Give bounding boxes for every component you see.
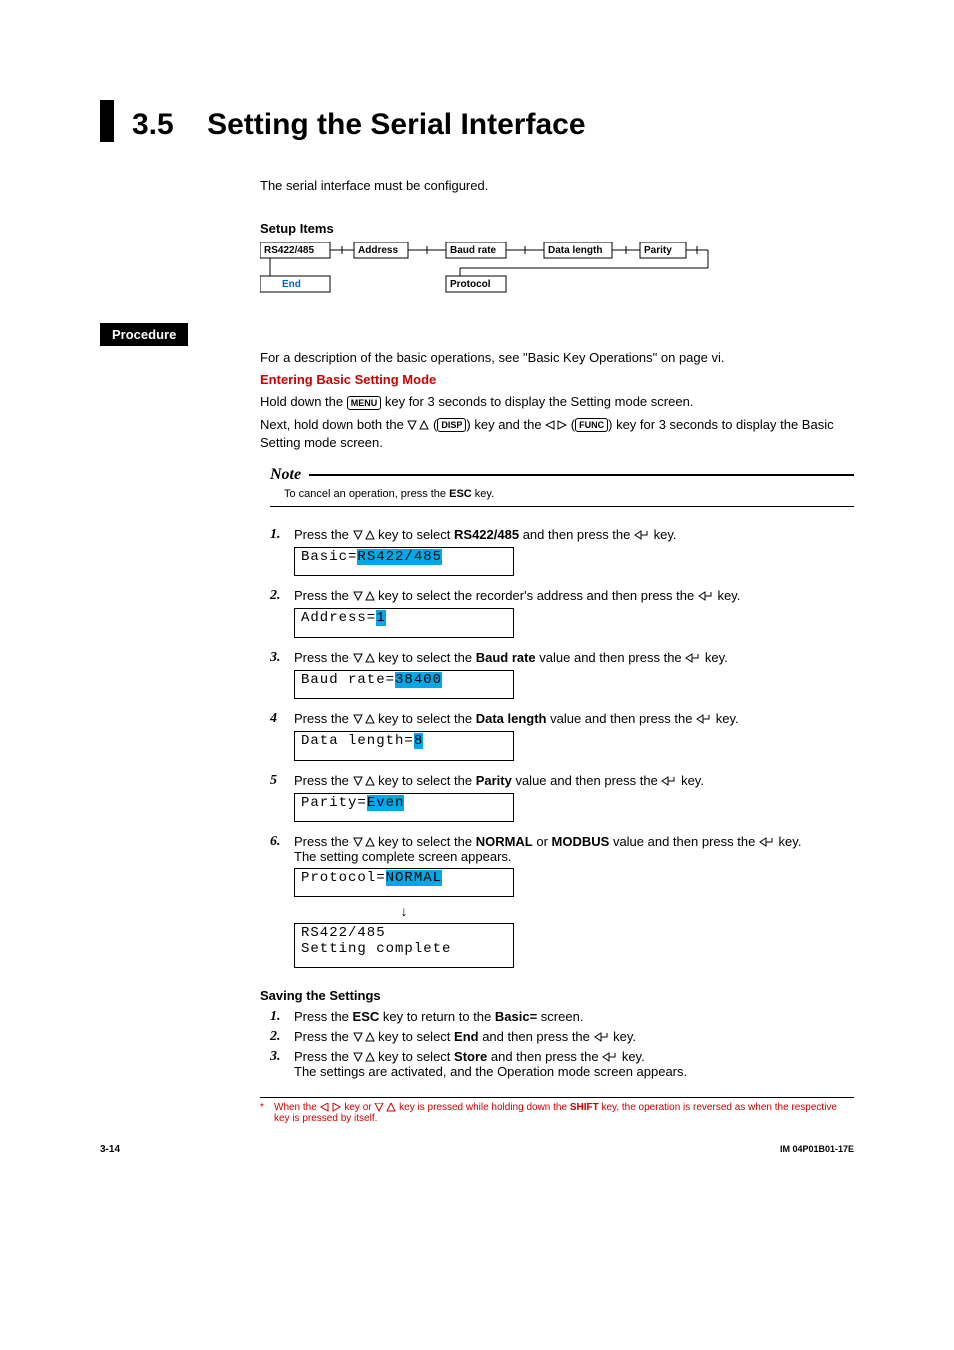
note-body: To cancel an operation, press the ESC ke… [270,484,854,507]
entering-line1: Hold down the MENU key for 3 seconds to … [260,393,854,411]
doc-id: IM 04P01B01-17E [780,1144,854,1155]
step-4: 4Press the key to select the Data length… [270,711,854,727]
enter-icon [594,1032,610,1043]
left-right-arrow-icon [320,1103,342,1112]
title-accent-bar [100,100,114,142]
intro-text: The serial interface must be configured. [260,178,854,193]
func-key-icon: FUNC [575,418,608,432]
svg-text:Data length: Data length [548,245,602,256]
step-3: 3.Press the key to select the Baud rate … [270,650,854,666]
enter-icon [602,1052,618,1063]
save-step-3: 3. Press the key to select Store and the… [270,1049,854,1079]
footnote: * When the key or key is pressed while h… [260,1097,854,1124]
page-title: 3.5 Setting the Serial Interface [100,100,854,142]
svg-text:RS422/485: RS422/485 [264,245,314,256]
lcd-display-1: Basic=RS422/485 [294,547,514,576]
lcd-display-3: Baud rate=38400 [294,670,514,699]
step-5: 5Press the key to select the Parity valu… [270,773,854,789]
lcd-display-5: Parity=Even [294,793,514,822]
svg-text:Baud rate: Baud rate [450,245,497,256]
up-down-arrow-icon [353,1052,375,1063]
lcd-display-2: Address=1 [294,608,514,637]
step-2: 2.Press the key to select the recorder's… [270,588,854,604]
basic-ops-ref: For a description of the basic operation… [260,349,854,367]
up-down-arrow-icon [374,1103,396,1112]
up-down-arrow-icon [353,1032,375,1043]
lcd-display-6: Protocol=NORMAL [294,868,514,897]
svg-text:Address: Address [358,245,398,256]
note-rule [309,474,854,476]
procedure-label: Procedure [100,323,188,346]
lcd-display-4: Data length=8 [294,731,514,760]
save-step-1: 1. Press the ESC key to return to the Ba… [270,1009,854,1025]
step-6: 6.Press the key to select the NORMAL or … [270,834,854,864]
left-right-arrow-icon [545,420,567,431]
up-down-arrow-icon [407,420,429,431]
page-number: 3-14 [100,1144,120,1155]
page-footer: 3-14 IM 04P01B01-17E [100,1144,854,1155]
menu-key-icon: MENU [347,396,382,410]
svg-text:End: End [282,279,301,290]
svg-text:Parity: Parity [644,245,672,256]
setup-diagram-svg: RS422/485 Address Baud rate Data length [260,242,760,296]
save-step-2: 2. Press the key to select End and then … [270,1029,854,1045]
svg-text:Protocol: Protocol [450,279,491,290]
step-1: 1.Press the key to select RS422/485 and … [270,527,854,543]
disp-key-icon: DISP [437,418,466,432]
note-box: Note To cancel an operation, press the E… [270,466,854,507]
setup-items-heading: Setup Items [260,221,854,236]
entering-heading: Entering Basic Setting Mode [260,371,854,389]
note-label: Note [270,466,309,484]
lcd-display-6b: RS422/485Setting complete [294,923,514,968]
section-number: 3.5 [132,108,174,141]
down-arrow-icon: ↓ [294,903,514,919]
entering-line2: Next, hold down both the (DISP) key and … [260,416,854,452]
setup-items-diagram: RS422/485 Address Baud rate Data length [260,242,854,301]
saving-heading: Saving the Settings [260,988,854,1003]
section-title: Setting the Serial Interface [207,108,585,141]
